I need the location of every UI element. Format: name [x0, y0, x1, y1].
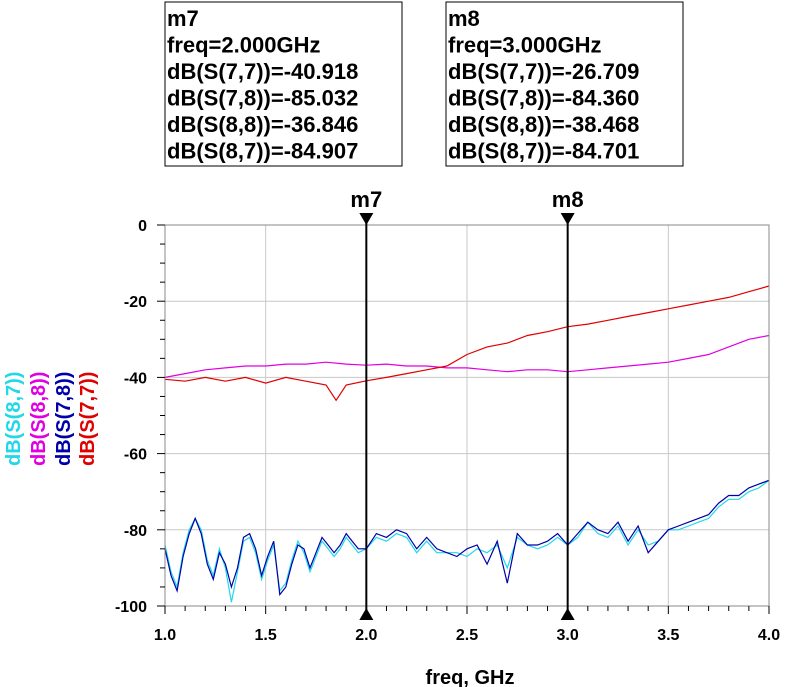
x-tick-label: 1.0 [154, 627, 176, 644]
series-group [164, 285, 770, 603]
marker-label-m8: m8 [552, 187, 584, 212]
y-tick-label: -40 [124, 370, 147, 387]
y-tick-label: -80 [124, 523, 147, 540]
axes: 0 -20 -40 -60 -80 -100 1.0 1.5 2.0 2.5 3.0 3.5 4.0 [115, 218, 780, 644]
marker-box-frame [445, 1, 684, 167]
markers: m7 m8 [350, 187, 584, 620]
marker-box-line: dB(S(7,7))=-26.709 [448, 59, 639, 84]
y-tick-label: -20 [124, 294, 147, 311]
x-tick-label: 1.5 [255, 627, 277, 644]
x-axis-label: freq, GHz [426, 667, 515, 687]
marker-bottom-triangle [359, 608, 374, 620]
series-line-s77 [164, 285, 770, 402]
x-tick-label: 2.5 [456, 627, 478, 644]
marker-top-triangle [560, 213, 575, 225]
marker-box-title: m7 [167, 6, 199, 31]
marker-box-line: dB(S(7,8))=-85.032 [167, 86, 358, 111]
legend-entry-s87: dB(S(8,7)) [3, 372, 25, 466]
marker-top-triangle [359, 213, 374, 225]
marker-box-line: dB(S(8,8))=-36.846 [167, 112, 358, 137]
x-tick-label: 4.0 [758, 627, 780, 644]
marker-box-line: dB(S(8,7))=-84.907 [167, 139, 358, 164]
marker-box-m7: m7freq=2.000GHzdB(S(7,7))=-40.918dB(S(7,… [164, 1, 403, 167]
marker-label-m7: m7 [350, 187, 382, 212]
x-tick-label: 3.5 [657, 627, 679, 644]
legend-entry-s78: dB(S(7,8)) [53, 372, 75, 466]
y-tick-label: -100 [115, 599, 147, 616]
legend: dB(S(8,7)) dB(S(8,8)) dB(S(7,8)) dB(S(7,7)) [3, 372, 99, 466]
x-tick-label: 2.0 [355, 627, 377, 644]
marker-box-line: freq=3.000GHz [448, 33, 601, 58]
x-tick-label: 3.0 [557, 627, 579, 644]
marker-box-line: dB(S(7,8))=-84.360 [448, 86, 639, 111]
marker-box-line: dB(S(8,8))=-38.468 [448, 112, 639, 137]
marker-box-line: freq=2.000GHz [167, 33, 320, 58]
series-line-s87 [164, 479, 770, 603]
marker-box-title: m8 [448, 6, 480, 31]
legend-entry-s88: dB(S(8,8)) [28, 372, 50, 466]
series-line-s88 [164, 334, 770, 378]
y-tick-label: 0 [138, 218, 147, 235]
marker-bottom-triangle [560, 608, 575, 620]
marker-box-line: dB(S(7,7))=-40.918 [167, 59, 358, 84]
legend-entry-s77: dB(S(7,7)) [77, 372, 99, 466]
y-tick-label: -60 [124, 447, 147, 464]
marker-box-line: dB(S(8,7))=-84.701 [448, 139, 639, 164]
marker-box-frame [164, 1, 403, 167]
marker-box-m8: m8freq=3.000GHzdB(S(7,7))=-26.709dB(S(7,… [445, 1, 684, 167]
series-line-s78 [164, 479, 770, 597]
marker-readouts: m7freq=2.000GHzdB(S(7,7))=-40.918dB(S(7,… [164, 1, 684, 167]
